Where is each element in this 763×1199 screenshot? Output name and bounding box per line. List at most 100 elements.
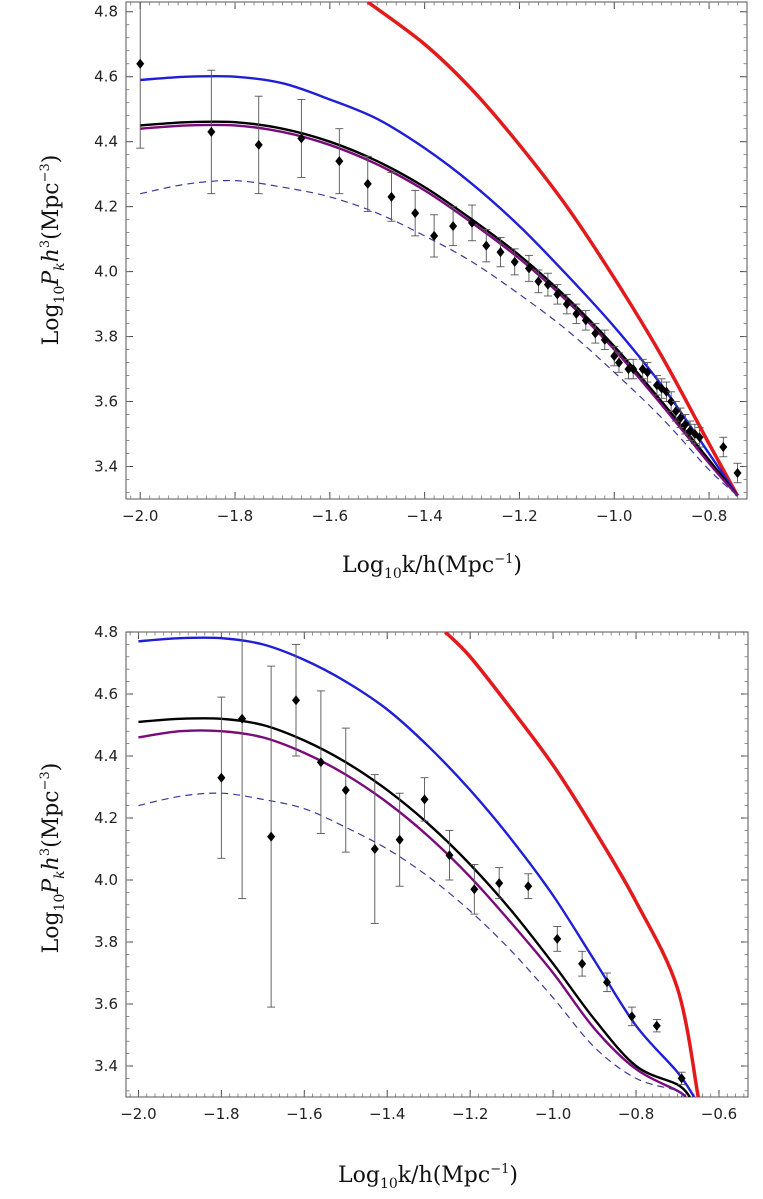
bottom-x-tick-label: −1.2 (452, 1105, 488, 1123)
top-data-point (676, 412, 685, 423)
bottom-data-point (627, 1011, 636, 1022)
bottom-y-tick-label: 3.8 (94, 933, 118, 951)
bottom-data-point (217, 772, 226, 783)
top-x-tick-label: −0.8 (691, 507, 727, 525)
bottom-y-axis-label: Log10Pkh3(Mpc−3) (38, 763, 68, 954)
top-data-point (695, 432, 704, 443)
top-data-point (449, 221, 458, 232)
top-x-axis-label: Log10k/h(Mpc−1) (342, 552, 522, 582)
bottom-series-line-4 (138, 792, 683, 1097)
top-x-tick-label: −1.4 (406, 507, 442, 525)
bottom-x-tick-label: −0.6 (701, 1105, 737, 1123)
bottom-data-point (316, 757, 325, 768)
bottom-data-point (578, 958, 587, 969)
bottom-x-tick-label: −1.0 (535, 1105, 571, 1123)
top-data-point (671, 406, 680, 417)
top-y-tick-label: 4.0 (94, 263, 118, 281)
bottom-series-line-0 (444, 632, 700, 1097)
top-data-point (572, 308, 581, 319)
bottom-x-tick-label: −2.0 (120, 1105, 156, 1123)
top-y-tick-label: 3.8 (94, 328, 118, 346)
bottom-y-tick-label: 4.0 (94, 871, 118, 889)
bottom-series-line-3 (138, 729, 687, 1097)
top-y-tick-label: 4.4 (94, 133, 118, 151)
bottom-data-point (524, 881, 533, 892)
bottom-data-point (677, 1073, 686, 1084)
top-x-tick-label: −1.2 (501, 507, 537, 525)
bottom-x-tick-label: −1.4 (369, 1105, 405, 1123)
bottom-data-point (445, 850, 454, 861)
bottom-data-point (470, 884, 479, 895)
bottom-data-point (395, 834, 404, 845)
top-data-point (667, 396, 676, 407)
bottom-y-tick-label: 4.6 (94, 685, 118, 703)
top-plot-area: −2.0 −1.8 −1.6 −1.4 −1.2 −1.0 −0.8 3.4 3.6 3.8 4.0… (94, 1, 748, 525)
top-y-axis-label: Log10Pkh3(Mpc−3) (38, 155, 68, 346)
top-y-tick-label: 4.8 (94, 3, 118, 21)
bottom-data-point (341, 785, 350, 796)
top-data-point (363, 178, 372, 189)
top-data-point (482, 240, 491, 251)
bottom-series-line-2 (138, 717, 691, 1097)
top-series-line-1 (140, 74, 739, 497)
top-series-line-3 (140, 123, 739, 497)
top-series-line-0 (366, 2, 740, 497)
bottom-data-point (652, 1020, 661, 1031)
top-data-point (662, 386, 671, 397)
bottom-data-point (292, 695, 301, 706)
bottom-x-tick-label: −1.8 (203, 1105, 239, 1123)
top-series-line-4 (140, 179, 738, 497)
top-data-point (553, 289, 562, 300)
top-data-point (733, 468, 742, 479)
top-data-point (335, 156, 344, 167)
bottom-series-line-1 (138, 636, 696, 1097)
bottom-x-tick-label: −0.8 (618, 1105, 654, 1123)
top-data-point (468, 217, 477, 228)
top-data-point (510, 256, 519, 267)
bottom-data-point (603, 977, 612, 988)
bottom-y-tick-label: 3.4 (94, 1057, 118, 1075)
top-data-point (524, 263, 533, 274)
top-data-point (387, 191, 396, 202)
top-data-point (411, 208, 420, 219)
top-data-point (681, 419, 690, 430)
top-data-point (562, 299, 571, 310)
top-data-point (534, 276, 543, 287)
bottom-data-point (420, 794, 429, 805)
top-data-point (496, 247, 505, 258)
bottom-chart: −2.0 −1.8 −1.6 −1.4 −1.2 −1.0 −0.8 −0.6 3.4 3.6 3.… (38, 623, 749, 1192)
top-series-line-2 (140, 120, 739, 497)
top-x-tick-label: −1.6 (312, 507, 348, 525)
bottom-y-tick-label: 4.2 (94, 809, 118, 827)
top-y-tick-label: 4.2 (94, 198, 118, 216)
top-data-point (719, 442, 728, 453)
bottom-data-point (370, 844, 379, 854)
top-y-tick-label: 4.6 (94, 68, 118, 86)
top-x-tick-label: −2.0 (122, 507, 158, 525)
bottom-data-point (553, 933, 562, 944)
top-x-tick-label: −1.8 (217, 507, 253, 525)
bottom-data-point (495, 878, 504, 889)
top-data-point (254, 139, 263, 150)
top-y-tick-label: 3.6 (94, 393, 118, 411)
top-y-tick-label: 3.4 (94, 458, 118, 476)
top-data-point (615, 357, 624, 368)
top-data-point (643, 367, 652, 378)
top-frame (125, 1, 748, 500)
top-data-point (591, 328, 600, 339)
top-data-point (629, 364, 638, 375)
top-data-point (600, 334, 609, 345)
top-data-point (297, 133, 306, 144)
bottom-y-tick-label: 4.8 (94, 623, 118, 641)
top-data-point (610, 351, 619, 362)
bottom-y-tick-label: 4.4 (94, 747, 118, 765)
bottom-data-point (238, 713, 247, 724)
top-data-point (624, 364, 633, 375)
bottom-x-tick-label: −1.6 (286, 1105, 322, 1123)
bottom-plot-area: −2.0 −1.8 −1.6 −1.4 −1.2 −1.0 −0.8 −0.6 3.4 3.6 3.… (94, 623, 749, 1123)
top-data-point (136, 58, 145, 69)
top-x-tick-label: −1.0 (596, 507, 632, 525)
top-data-point (430, 230, 439, 241)
top-chart: −2.0 −1.8 −1.6 −1.4 −1.2 −1.0 −0.8 3.4 3.6 3.8 4.0… (38, 1, 748, 582)
bottom-y-tick-label: 3.6 (94, 995, 118, 1013)
